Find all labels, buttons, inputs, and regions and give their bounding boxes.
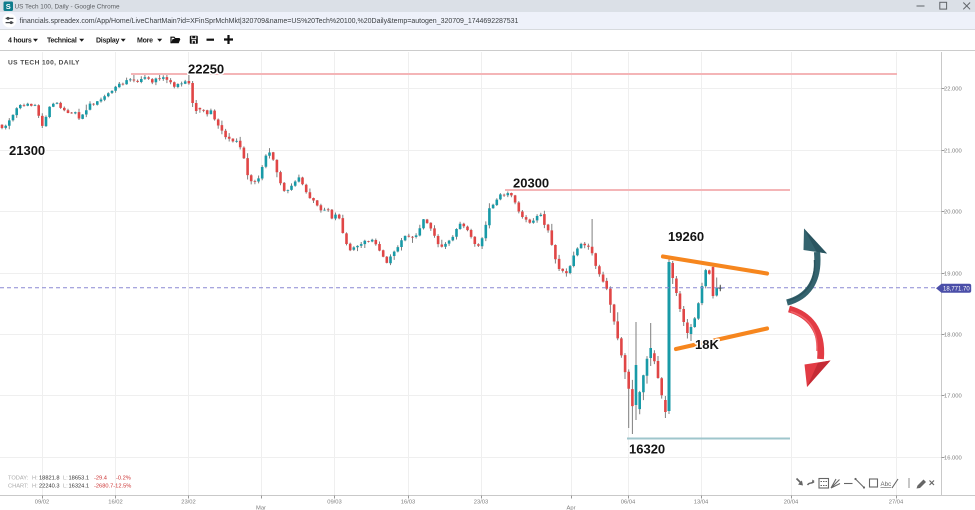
- svg-text:Abc: Abc: [881, 481, 892, 488]
- svg-text:H:: H:: [32, 476, 38, 482]
- svg-text:22.000: 22.000: [944, 87, 962, 93]
- svg-text:18821.8: 18821.8: [39, 476, 60, 482]
- svg-text:-29.4: -29.4: [94, 476, 107, 482]
- svg-text:18,771.70: 18,771.70: [943, 286, 970, 292]
- svg-text:18653.1: 18653.1: [69, 476, 90, 482]
- svg-text:21300: 21300: [9, 143, 45, 158]
- svg-text:18.000: 18.000: [944, 333, 962, 339]
- svg-text:17.000: 17.000: [944, 394, 962, 400]
- svg-text:16320: 16320: [629, 442, 665, 457]
- svg-text:23/02: 23/02: [181, 500, 196, 506]
- svg-text:09/02: 09/02: [35, 500, 50, 506]
- svg-text:Technical: Technical: [47, 38, 77, 45]
- svg-text:-0.2%: -0.2%: [116, 476, 131, 482]
- svg-text:20/04: 20/04: [784, 500, 799, 506]
- svg-text:More: More: [137, 38, 153, 45]
- svg-text:27/04: 27/04: [889, 500, 904, 506]
- svg-text:09/03: 09/03: [327, 500, 342, 506]
- svg-text:L:: L:: [63, 476, 68, 482]
- svg-text:H:: H:: [32, 484, 38, 490]
- svg-text:L:: L:: [63, 484, 68, 490]
- svg-text:16.000: 16.000: [944, 456, 962, 462]
- svg-text:TODAY:: TODAY:: [8, 476, 29, 482]
- svg-text:20300: 20300: [513, 176, 549, 191]
- svg-text:20.000: 20.000: [944, 210, 962, 216]
- svg-text:23/03: 23/03: [474, 500, 489, 506]
- svg-text:financials.spreadex.com/App/Ho: financials.spreadex.com/App/Home/LiveCha…: [20, 18, 519, 25]
- svg-text:22250: 22250: [188, 62, 224, 77]
- svg-text:4 hours: 4 hours: [8, 38, 32, 45]
- svg-text:-2680.7-12.5%: -2680.7-12.5%: [94, 484, 131, 490]
- svg-text:18K: 18K: [695, 337, 719, 352]
- svg-text:13/04: 13/04: [694, 500, 709, 506]
- svg-text:16/03: 16/03: [401, 500, 416, 506]
- svg-text:S: S: [6, 2, 11, 11]
- svg-text:US TECH 100, DAILY: US TECH 100, DAILY: [8, 60, 80, 67]
- svg-text:21.000: 21.000: [944, 149, 962, 155]
- svg-text:06/04: 06/04: [621, 500, 636, 506]
- svg-text:16324.1: 16324.1: [69, 484, 90, 490]
- svg-text:Mar: Mar: [256, 506, 266, 510]
- svg-text:Apr: Apr: [566, 506, 575, 510]
- svg-text:CHART:: CHART:: [8, 484, 29, 490]
- svg-text:Display: Display: [96, 38, 120, 45]
- svg-text:19.000: 19.000: [944, 272, 962, 278]
- svg-text:US Tech 100, Daily - Google Ch: US Tech 100, Daily - Google Chrome: [15, 4, 120, 11]
- svg-text:22240.3: 22240.3: [39, 484, 60, 490]
- svg-text:16/02: 16/02: [108, 500, 123, 506]
- svg-text:19260: 19260: [668, 229, 704, 244]
